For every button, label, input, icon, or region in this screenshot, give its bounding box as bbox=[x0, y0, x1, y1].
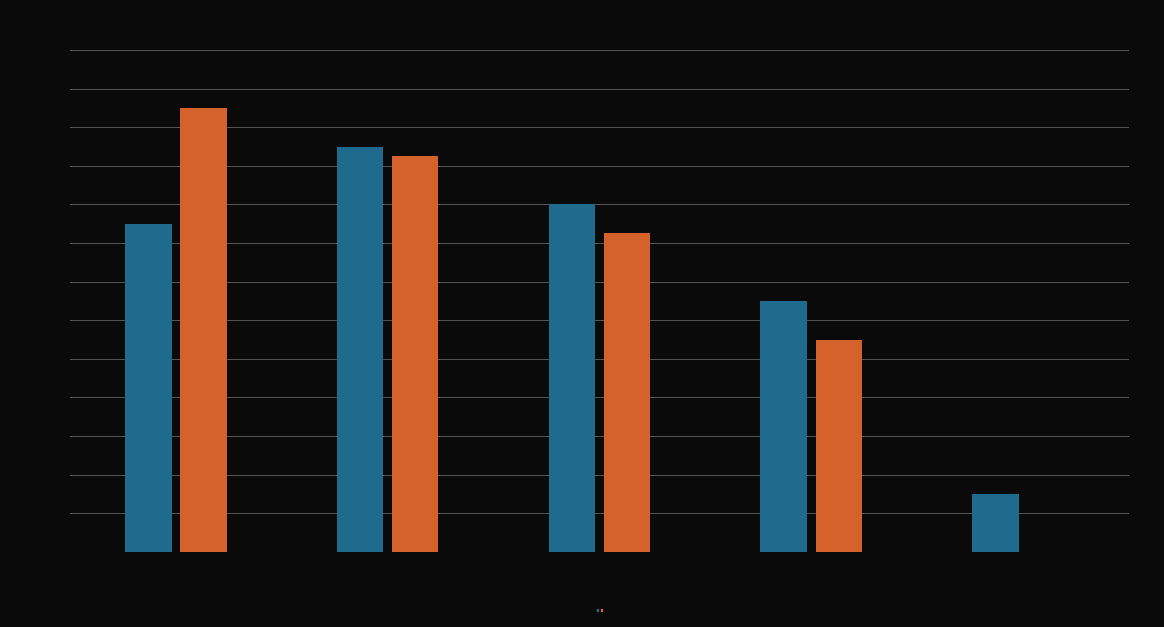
Bar bbox=[816, 340, 863, 552]
Bar bbox=[604, 233, 651, 552]
Bar bbox=[760, 301, 807, 552]
Legend: , : , bbox=[596, 609, 603, 611]
Bar bbox=[392, 156, 439, 552]
Bar bbox=[548, 204, 595, 552]
Bar bbox=[125, 224, 171, 552]
Bar bbox=[972, 494, 1018, 552]
Bar bbox=[180, 108, 227, 552]
Bar bbox=[336, 147, 383, 552]
